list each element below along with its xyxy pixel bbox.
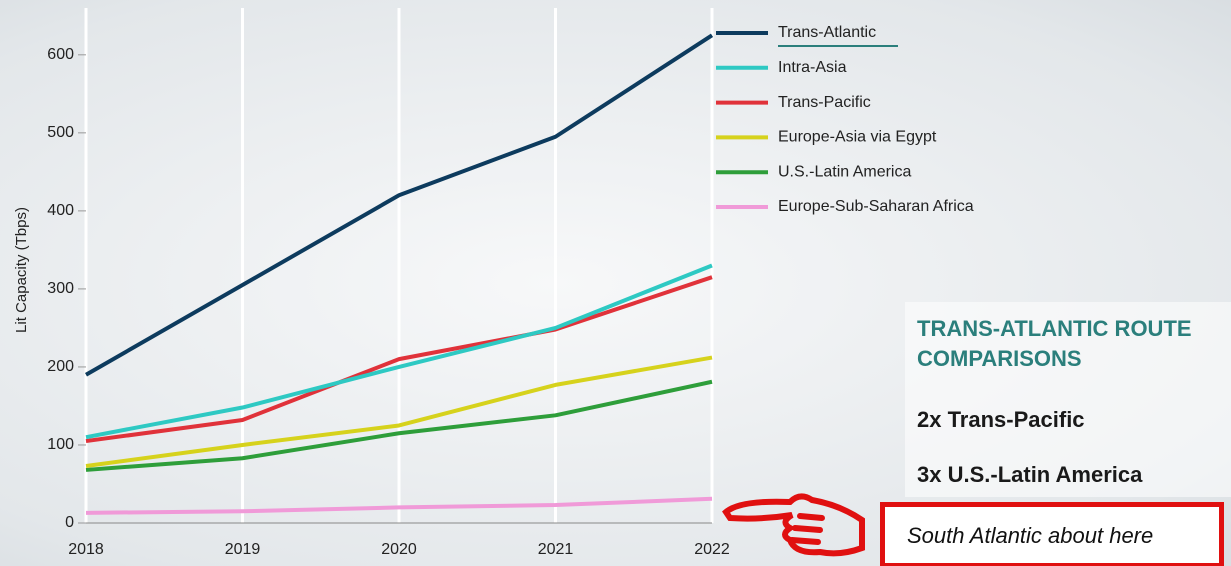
x-tick-label: 2022: [694, 541, 730, 558]
x-tick-label: 2020: [381, 541, 417, 558]
callout-text: South Atlantic about here: [907, 523, 1154, 548]
y-tick-label: 600: [47, 46, 74, 63]
series-line: [85, 496, 713, 515]
x-tick-label: 2018: [68, 541, 104, 558]
x-tick-label: 2021: [538, 541, 574, 558]
y-tick-label: 300: [47, 280, 74, 297]
y-tick-label: 500: [47, 124, 74, 141]
legend-label: U.S.-Latin America: [778, 163, 911, 180]
series-line: [85, 275, 713, 444]
comparison-panel: TRANS-ATLANTIC ROUTE COMPARISONS 2x Tran…: [905, 302, 1231, 497]
y-tick-label: 400: [47, 202, 74, 219]
panel-title: TRANS-ATLANTIC ROUTE COMPARISONS: [917, 316, 1192, 371]
series-line: [85, 33, 714, 377]
series-line: [85, 263, 713, 440]
hand-icon: [722, 493, 865, 557]
y-tick-label: 200: [47, 358, 74, 375]
legend-label: Intra-Asia: [778, 59, 847, 76]
y-axis-label: Lit Capacity (Tbps): [13, 207, 30, 333]
callout-box: South Atlantic about here: [880, 502, 1224, 566]
y-tick-label: 0: [65, 514, 74, 531]
series-line: [85, 379, 713, 472]
series-line: [85, 355, 713, 469]
panel-line: 2x Trans-Pacific: [917, 407, 1085, 432]
panel-line: 3x U.S.-Latin America: [917, 462, 1143, 487]
x-tick-label: 2019: [225, 541, 261, 558]
legend-label: Europe-Asia via Egypt: [778, 129, 937, 146]
legend-label: Trans-Atlantic: [778, 24, 876, 41]
y-tick-label: 100: [47, 436, 74, 453]
legend-label: Trans-Pacific: [778, 94, 871, 111]
legend-label: Europe-Sub-Saharan Africa: [778, 198, 974, 215]
